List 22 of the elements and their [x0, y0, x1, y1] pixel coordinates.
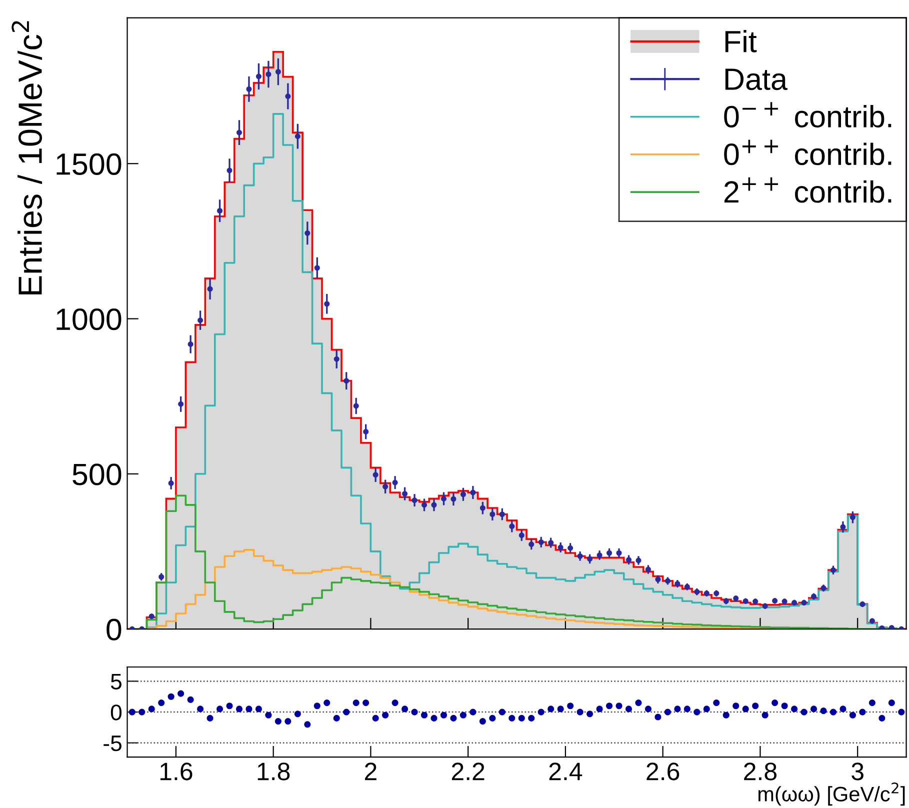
x-tick-label: 2.6 [646, 762, 680, 780]
y-tick-label: -5 [104, 736, 122, 752]
x-tick-label: 2.2 [452, 762, 484, 780]
legend-label: 2$^{++}$ contrib. [724, 177, 892, 203]
y-axis-title: Entries / 10MeV/c$^{2}$ [12, 21, 42, 294]
legend-label: Fit [725, 30, 757, 52]
x-tick-label: 1.6 [160, 762, 192, 780]
y-tick-label: 0 [106, 618, 122, 640]
legend-label: 0$^{++}$ contrib. [724, 140, 892, 166]
y-tick-label: 1000 [56, 308, 122, 330]
x-axis-title: m(ωω) [GeV/c$^{2}$] [758, 782, 905, 806]
y-tick-label: 1500 [56, 153, 122, 175]
x-tick-label: 2.4 [549, 762, 582, 780]
y-tick-label: 5 [110, 674, 122, 690]
legend-label: 0$^{−+}$ contrib. [724, 102, 892, 128]
x-tick-label: 1.8 [258, 762, 290, 780]
legend-label: Data [725, 68, 788, 90]
y-tick-label: 500 [72, 464, 122, 486]
x-tick-label: 2 [365, 762, 376, 780]
x-tick-label: 2.8 [744, 762, 776, 780]
x-tick-label: 3 [852, 762, 864, 780]
y-tick-label: 0 [110, 704, 122, 720]
